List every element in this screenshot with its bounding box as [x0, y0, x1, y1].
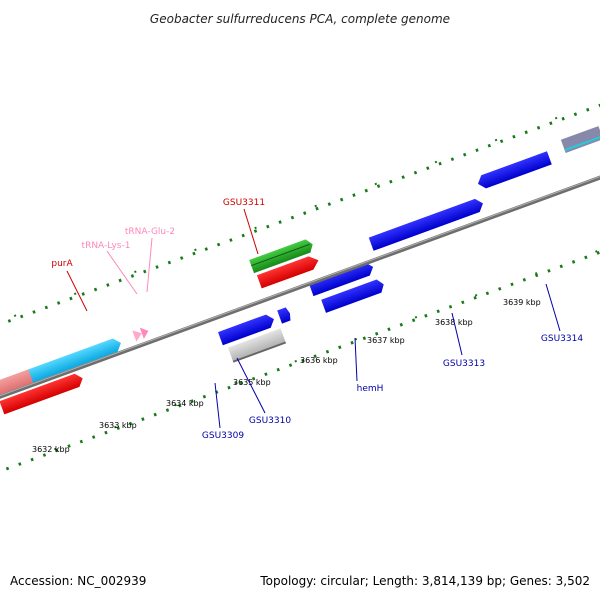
lower-tick-ruler: [0, 228, 600, 480]
lower-strand-genes: [0, 278, 386, 415]
map-title: Geobacter sulfurreducens PCA, complete g…: [150, 12, 450, 26]
leader-gsu3314: [545, 283, 561, 332]
leader-gsu3310: [236, 357, 266, 414]
gene-labels: purA tRNA-Lys-1 tRNA-Glu-2 GSU3311 GSU33…: [51, 198, 583, 441]
lower-minor-ticks: [0, 229, 600, 480]
topology-summary: Topology: circular; Length: 3,814,139 bp…: [259, 574, 590, 588]
label-purA[interactable]: purA: [51, 259, 73, 269]
label-trna-glu-2[interactable]: tRNA-Glu-2: [125, 227, 175, 237]
label-gsu3314[interactable]: GSU3314: [541, 334, 583, 344]
scale-label: 3633 kbp: [99, 421, 137, 430]
gene-red-lower-2[interactable]: [0, 372, 85, 415]
backbone-line: [0, 142, 600, 435]
leader-trna-lys-1: [106, 250, 138, 295]
label-gsu3310[interactable]: GSU3310: [249, 416, 291, 426]
scale-label: 3636 kbp: [300, 356, 338, 365]
upper-tick-ruler: [0, 99, 600, 350]
gene-blue-small-1[interactable]: [218, 313, 276, 346]
leader-purA: [66, 270, 88, 312]
label-leaders: [66, 208, 561, 429]
gene-hemH[interactable]: [321, 278, 386, 313]
leader-hemH: [354, 337, 358, 382]
gene-blue-upper-2[interactable]: [368, 197, 486, 251]
accession-text: Accession: NC_002939: [10, 574, 146, 588]
label-gsu3313[interactable]: GSU3313: [443, 359, 485, 369]
gene-red-upper[interactable]: [256, 254, 321, 289]
gene-blue-upper-3[interactable]: [476, 151, 552, 190]
gene-gsu3311[interactable]: [249, 238, 315, 274]
gene-blue-small-2[interactable]: [277, 307, 292, 324]
label-hemH[interactable]: hemH: [357, 384, 384, 394]
leader-gsu3313: [451, 312, 463, 356]
label-gsu3309[interactable]: GSU3309: [202, 431, 244, 441]
upper-minor-ticks: [0, 99, 600, 350]
scale-label: 3634 kbp: [166, 399, 204, 408]
scale-label: 3639 kbp: [503, 298, 541, 307]
gene-pink-partial[interactable]: [0, 369, 35, 421]
backbone: [0, 142, 600, 435]
leader-gsu3311: [243, 208, 259, 255]
scale-label: 3635 kbp: [233, 378, 271, 387]
gene-blue-upper-1[interactable]: [308, 260, 376, 297]
leader-gsu3309: [214, 382, 221, 429]
genome-strip: [0, 99, 600, 480]
label-gsu3311[interactable]: GSU3311: [223, 198, 265, 208]
label-trna-lys-1[interactable]: tRNA-Lys-1: [82, 241, 131, 251]
gene-gsu3309[interactable]: [227, 328, 286, 361]
gene-trna-glu-2[interactable]: [139, 325, 151, 339]
scale-label: 3637 kbp: [367, 336, 405, 345]
upper-strand-genes: [0, 126, 600, 421]
scale-label: 3632 kbp: [32, 445, 70, 454]
gene-purA[interactable]: [28, 336, 123, 383]
gene-gray-edge[interactable]: [560, 126, 600, 153]
leader-trna-glu-2: [146, 237, 153, 293]
gene-trna-lys-1[interactable]: [132, 328, 144, 342]
